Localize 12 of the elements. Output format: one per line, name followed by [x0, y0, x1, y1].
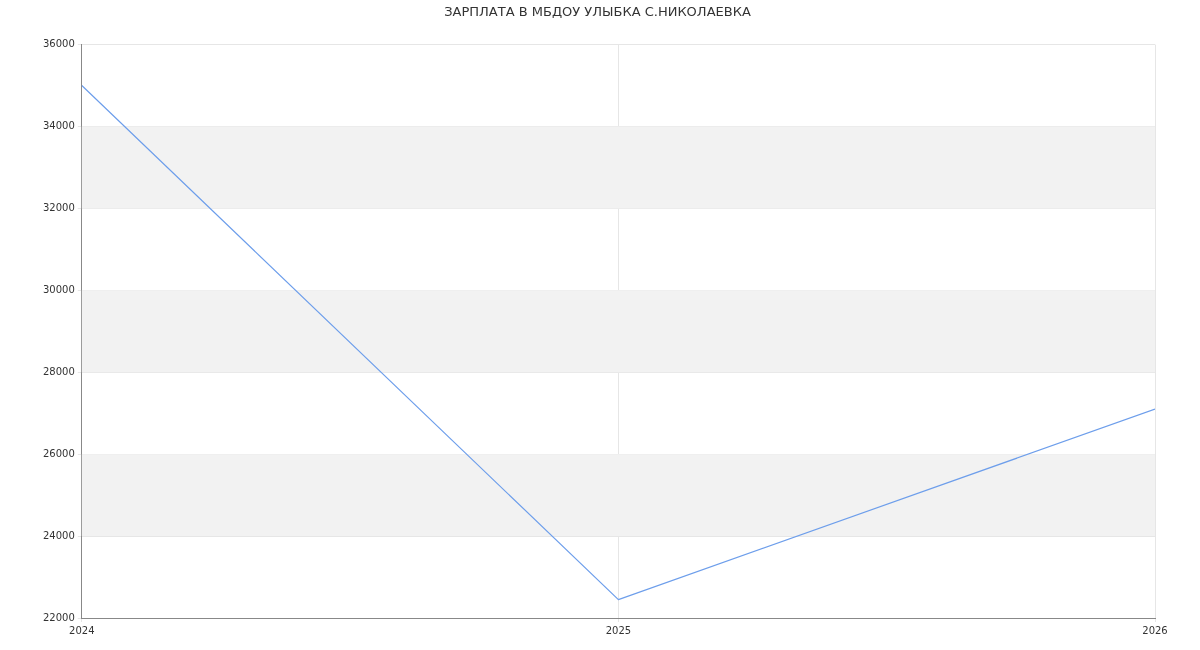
- y-tick-label: 36000: [43, 38, 75, 50]
- x-tick-label: 2025: [605, 624, 632, 636]
- y-tick-label: 34000: [43, 120, 75, 132]
- y-tick-label: 26000: [43, 447, 75, 459]
- y-tick-label: 28000: [43, 365, 75, 377]
- x-tick-label: 2024: [69, 624, 95, 636]
- y-tick-label: 24000: [43, 529, 75, 541]
- x-tick-label: 2026: [1142, 624, 1168, 636]
- y-tick-label: 30000: [43, 283, 75, 295]
- y-tick-label: 22000: [43, 611, 75, 623]
- chart-title: ЗАРПЛАТА В МБДОУ УЛЫБКА С.НИКОЛАЕВКА: [444, 4, 751, 20]
- y-tick-label: 32000: [43, 202, 75, 214]
